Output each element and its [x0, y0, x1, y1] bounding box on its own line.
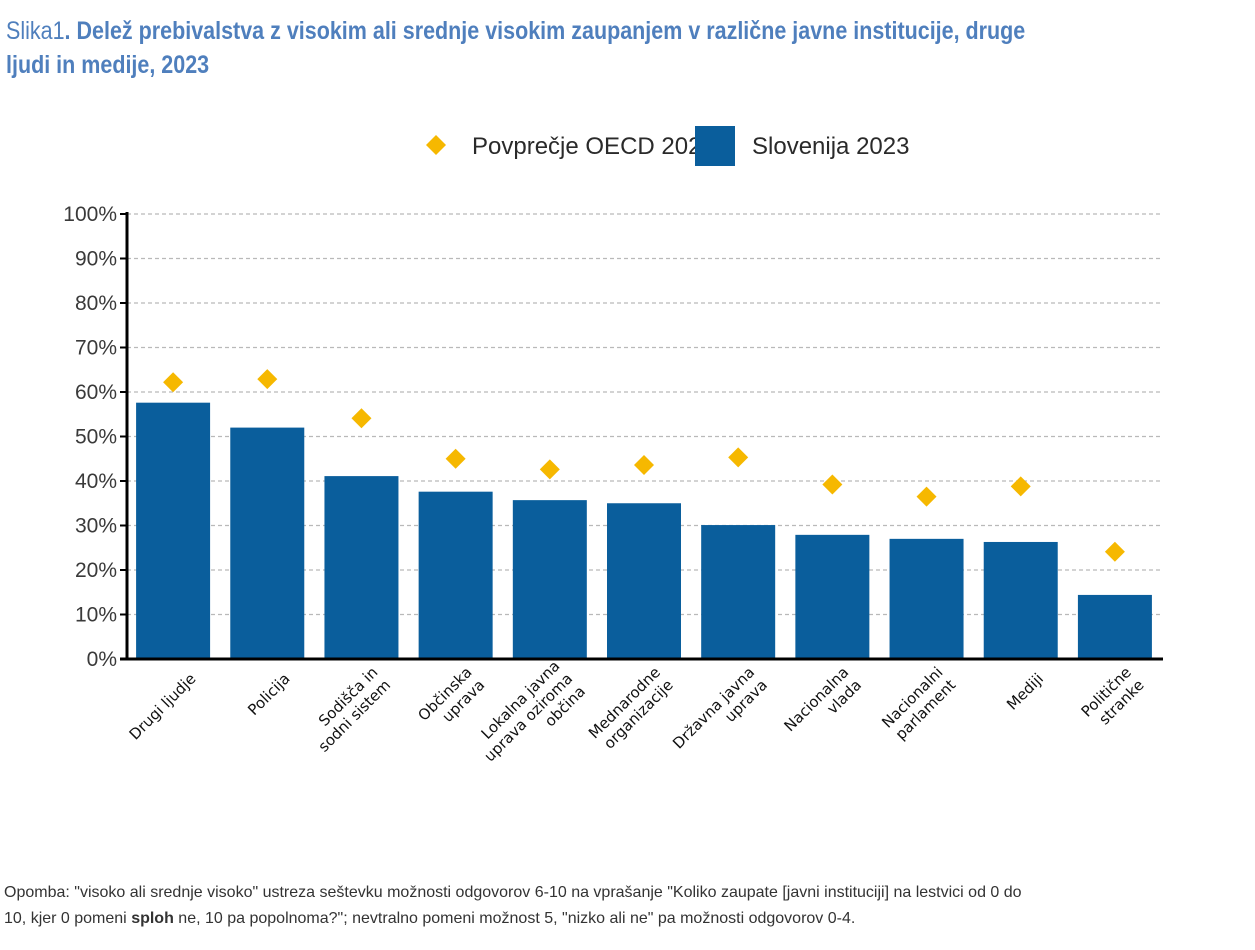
- marker-oecd: [634, 454, 654, 475]
- x-tick-label-line: Drugi ljudje: [126, 670, 200, 744]
- bar-slovenija: [701, 525, 776, 659]
- y-tick-label: 0%: [87, 648, 117, 671]
- x-tick-label: Mediji: [1003, 670, 1047, 714]
- bar-slovenija: [889, 538, 964, 659]
- marker-oecd: [1104, 541, 1125, 562]
- x-tick-label: Drugi ljudje: [126, 670, 200, 744]
- bar-slovenija: [136, 402, 211, 659]
- bar-slovenija: [230, 427, 305, 659]
- bar-slovenija: [418, 491, 493, 659]
- marker-oecd: [728, 447, 749, 468]
- footnote-emphasis: sploh: [131, 910, 174, 927]
- y-tick-label: 20%: [75, 559, 117, 582]
- y-axis-ticks: 0% 10% 20% 30% 40% 50% 60% 70% 80% 90% 100%: [63, 203, 127, 671]
- y-tick-label: 40%: [75, 470, 117, 493]
- y-tick-label: 90%: [75, 248, 117, 271]
- chart-title: Slika1. Delež prebivalstva z visokim ali…: [6, 14, 1055, 82]
- figure-prefix: Slika: [6, 17, 53, 45]
- figure-title-text: . Delež prebivalstva z visokim ali sredn…: [6, 17, 1026, 79]
- x-tick-label-line: Policija: [244, 670, 293, 719]
- marker-oecd: [916, 486, 937, 507]
- marker-oecd: [539, 459, 560, 480]
- bar-slovenija: [324, 476, 399, 659]
- legend: Povprečje OECD 2023 Slovenija 2023: [426, 126, 909, 166]
- footnote-line-2: 10, kjer 0 pomeni sploh ne, 10 pa popoln…: [4, 906, 1184, 932]
- footnote-line-2-end: ne, 10 pa popolnoma?"; nevtralno pomeni …: [173, 910, 856, 927]
- legend-slovenija-marker: [695, 126, 735, 166]
- axes: [120, 212, 1163, 661]
- y-tick-label: 70%: [75, 337, 117, 360]
- marker-oecd: [351, 408, 372, 429]
- bar-chart: Povprečje OECD 2023 Slovenija 2023 0% 10%…: [63, 126, 1163, 765]
- footnote-line-2-start: 10, kjer 0 pomeni: [4, 910, 132, 927]
- bar-slovenija: [1077, 594, 1152, 659]
- footnote: Opomba: "visoko ali srednje visoko" ustr…: [4, 880, 1184, 932]
- marker-oecd: [445, 448, 466, 469]
- bars-slovenija: [136, 402, 1152, 659]
- marker-oecd: [257, 369, 278, 390]
- y-tick-label: 80%: [75, 292, 117, 315]
- bar-slovenija: [983, 541, 1058, 659]
- bar-slovenija: [795, 534, 870, 659]
- legend-oecd-label: Povprečje OECD 2023: [472, 133, 715, 160]
- bar-slovenija: [607, 503, 681, 659]
- figure-number: 1: [52, 17, 65, 45]
- marker-oecd: [822, 474, 843, 495]
- bar-slovenija: [512, 500, 587, 659]
- legend-slovenija-label: Slovenija 2023: [752, 133, 909, 160]
- footnote-line-1: Opomba: "visoko ali srednje visoko" ustr…: [4, 884, 1022, 901]
- y-tick-label: 60%: [75, 381, 117, 404]
- y-tick-label: 50%: [75, 426, 117, 449]
- marker-oecd: [1010, 476, 1031, 497]
- y-tick-label: 30%: [75, 515, 117, 538]
- y-tick-label: 10%: [75, 604, 117, 627]
- y-tick-label: 100%: [63, 203, 117, 226]
- x-tick-label-line: Mediji: [1003, 670, 1047, 714]
- markers-oecd: [163, 369, 1125, 562]
- legend-oecd-marker: [426, 135, 446, 155]
- x-tick-label: Policija: [244, 670, 293, 719]
- marker-oecd: [163, 372, 184, 393]
